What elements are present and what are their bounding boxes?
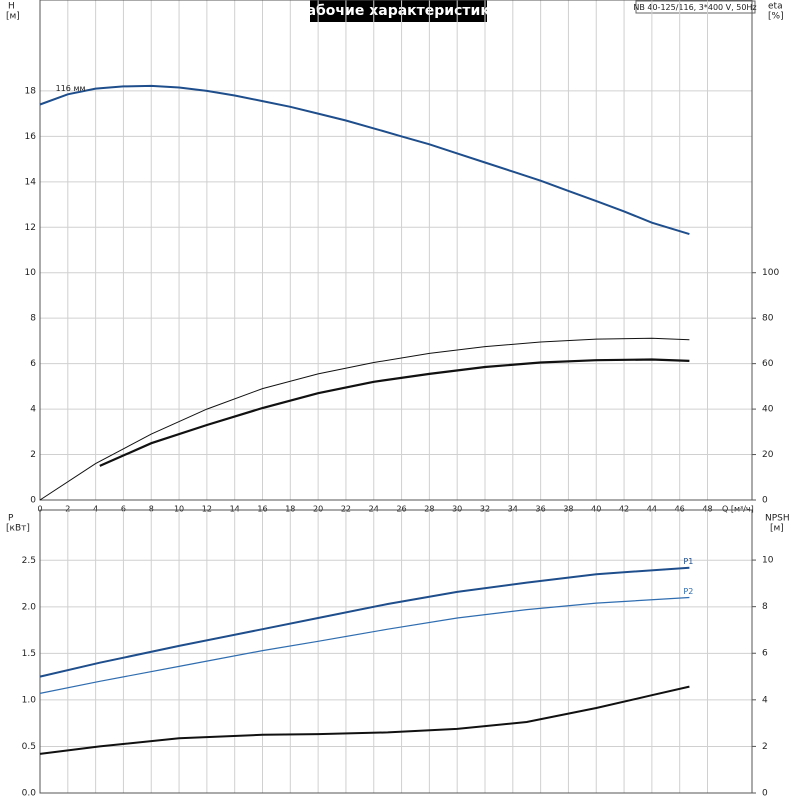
y2-tick-label: 8 [762, 602, 768, 612]
x-tick-label: 12 [202, 505, 212, 514]
x-tick-label: 40 [591, 505, 601, 514]
y-tick-label: 2.5 [22, 556, 36, 566]
x-tick-label: 2 [65, 505, 70, 514]
y-tick-label: 12 [25, 223, 36, 233]
y-tick-label: 0 [30, 496, 36, 506]
x-tick-label: 48 [702, 505, 712, 514]
x-tick-label: 28 [424, 505, 434, 514]
series-label: P1 [683, 557, 693, 566]
x-tick-label: 44 [647, 505, 657, 514]
y2-unit: [%] [768, 12, 784, 22]
y-unit: [м] [6, 12, 20, 22]
x-tick-label: 24 [369, 505, 379, 514]
y-tick-label: 10 [25, 268, 37, 278]
y2-tick-label: 4 [762, 695, 768, 705]
x-tick-label: 10 [174, 505, 184, 514]
y2-unit: [м] [770, 524, 784, 534]
series-label: 116 мм [56, 84, 86, 93]
x-tick-label: 20 [313, 505, 323, 514]
y2-tick-label: 60 [762, 359, 774, 369]
y-tick-label: 0.0 [22, 789, 37, 799]
x-tick-label: 16 [257, 505, 267, 514]
y-label: H [8, 2, 15, 12]
chart-title: Рабочие характеристики [296, 3, 499, 19]
plot-frame [39, 0, 753, 501]
series-line [39, 685, 690, 755]
x-tick-label: 30 [452, 505, 462, 514]
x-tick-label: 34 [508, 505, 518, 514]
subtitle-box [635, 0, 756, 14]
y2-label: NPSH [765, 514, 790, 524]
x-tick-label: 4 [93, 505, 98, 514]
x-tick-label: 18 [285, 505, 295, 514]
y2-tick-label: 0 [762, 789, 768, 799]
y-tick-label: 18 [25, 86, 37, 96]
x-tick-label: 38 [563, 505, 573, 514]
series-line [39, 84, 690, 236]
y2-tick-label: 6 [762, 649, 768, 659]
x-tick-label: 22 [341, 505, 351, 514]
x-tick-label: 42 [619, 505, 629, 514]
y-tick-label: 1.5 [22, 649, 36, 659]
plot-frame [39, 509, 753, 794]
y-tick-label: 6 [30, 359, 36, 369]
x-label: Q [м³/ч] [722, 505, 754, 514]
y-tick-label: 1.0 [22, 695, 37, 705]
x-tick-label: 46 [675, 505, 685, 514]
y-label: P [8, 514, 14, 524]
x-tick-label: 26 [396, 505, 406, 514]
y2-tick-label: 100 [762, 268, 779, 278]
series-label: P2 [683, 587, 693, 596]
y2-label: eta [768, 2, 783, 12]
y-tick-label: 8 [30, 314, 36, 324]
y-tick-label: 2 [30, 450, 36, 460]
x-tick-label: 0 [37, 505, 42, 514]
y-tick-label: 14 [25, 177, 37, 187]
y2-tick-label: 80 [762, 314, 774, 324]
y2-tick-label: 2 [762, 742, 768, 752]
series-line [39, 596, 690, 694]
x-tick-label: 8 [149, 505, 154, 514]
y-unit: [кВт] [6, 524, 30, 534]
y2-tick-label: 0 [762, 496, 768, 506]
series-line [39, 337, 690, 501]
series-line [99, 358, 690, 467]
y-tick-label: 0.5 [22, 742, 36, 752]
x-tick-label: 14 [230, 505, 240, 514]
y-tick-label: 16 [25, 132, 37, 142]
y2-tick-label: 10 [762, 556, 774, 566]
y2-tick-label: 20 [762, 450, 774, 460]
subtitle: NB 40-125/116, 3*400 V, 50Hz [633, 3, 756, 12]
x-tick-label: 32 [480, 505, 490, 514]
y-tick-label: 2.0 [22, 602, 37, 612]
series-line [39, 566, 690, 678]
y-tick-label: 4 [30, 405, 36, 415]
x-tick-label: 6 [121, 505, 126, 514]
x-tick-label: 36 [536, 505, 546, 514]
title-box [310, 0, 487, 22]
y2-tick-label: 40 [762, 405, 774, 415]
